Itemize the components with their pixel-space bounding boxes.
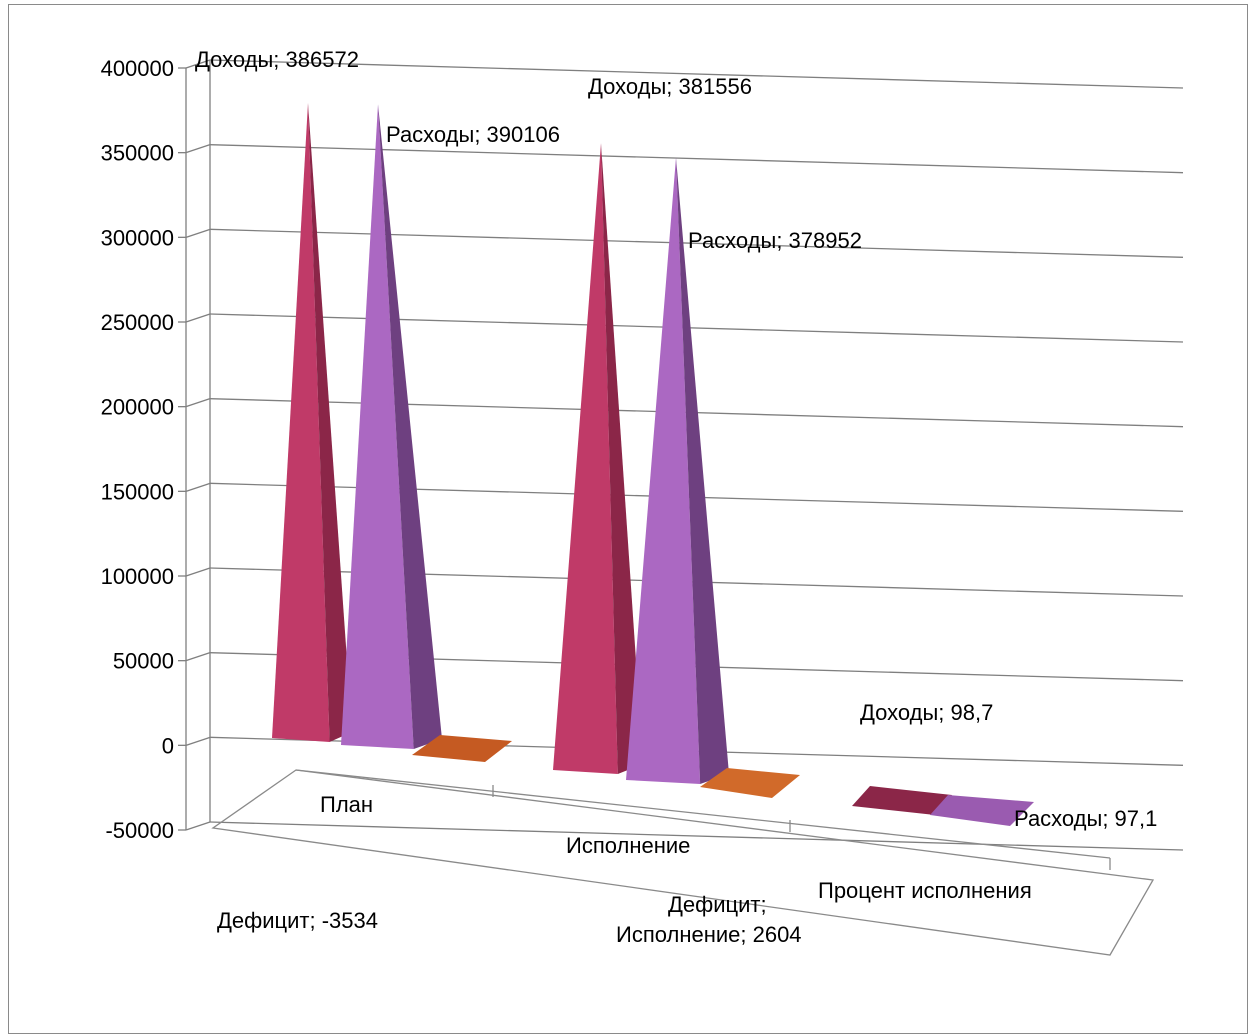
y-tick-label: 300000 (101, 225, 174, 250)
pyramid-front-face (553, 143, 618, 774)
category-label: Процент исполнения (818, 878, 1032, 903)
deficit-plan-mark (412, 735, 512, 762)
data-label: Доходы; 98,7 (860, 700, 993, 725)
y-tick-label: -50000 (105, 818, 174, 843)
y-tick-label: 350000 (101, 141, 174, 166)
gridline-side (185, 482, 211, 492)
data-label: Дефицит; -3534 (217, 908, 378, 933)
chart-area (8, 4, 1248, 1034)
gridline (209, 821, 1184, 851)
y-tick-label: 250000 (101, 310, 174, 335)
floor-outline (211, 769, 1155, 956)
gridline-side (185, 59, 211, 69)
data-label: Исполнение; 2604 (616, 922, 802, 947)
chart-marks (272, 103, 1034, 826)
pyramid-front-face (626, 157, 701, 784)
pyramid-side-face (676, 157, 729, 784)
chart-floor (211, 769, 1155, 956)
pyramid-front-face (341, 104, 414, 749)
floor-axis-line (295, 769, 1111, 859)
gridline (209, 59, 1184, 89)
gridline (209, 144, 1184, 174)
y-axis-ticks: -50000 0 50000 100000 150000 200000 250000 3000… (101, 56, 186, 843)
gridline-side (185, 144, 211, 154)
data-label: Дефицит; (668, 892, 767, 917)
category-label: План (320, 792, 373, 817)
data-label: Расходы; 390106 (386, 122, 560, 147)
y-tick-label: 200000 (101, 395, 174, 420)
category-label: Исполнение (566, 833, 690, 858)
pyramid-front-face (272, 103, 330, 742)
y-tick-label: 0 (162, 733, 174, 758)
gridline-side (185, 398, 211, 408)
pyramid-side-face (378, 104, 442, 749)
pyramid-side-face (601, 143, 643, 774)
gridline-side (185, 567, 211, 577)
expense-percent-mark (930, 795, 1034, 826)
data-label: Доходы; 381556 (588, 74, 752, 99)
pyramid-side-face (308, 103, 352, 742)
gridline-side (185, 736, 211, 746)
y-tick-label: 50000 (113, 649, 174, 674)
data-label: Расходы; 378952 (688, 228, 862, 253)
y-tick-label: 100000 (101, 564, 174, 589)
deficit-execution-mark (700, 768, 800, 798)
income-percent-mark (852, 786, 952, 815)
gridline (209, 313, 1184, 343)
gridline-side (185, 821, 211, 831)
gridline-side (185, 652, 211, 662)
gridline-side (185, 313, 211, 323)
y-tick-label: 150000 (101, 479, 174, 504)
data-label: Расходы; 97,1 (1014, 806, 1157, 831)
gridline-side (185, 228, 211, 238)
data-label: Доходы; 386572 (195, 47, 359, 72)
y-tick-label: 400000 (101, 56, 174, 81)
